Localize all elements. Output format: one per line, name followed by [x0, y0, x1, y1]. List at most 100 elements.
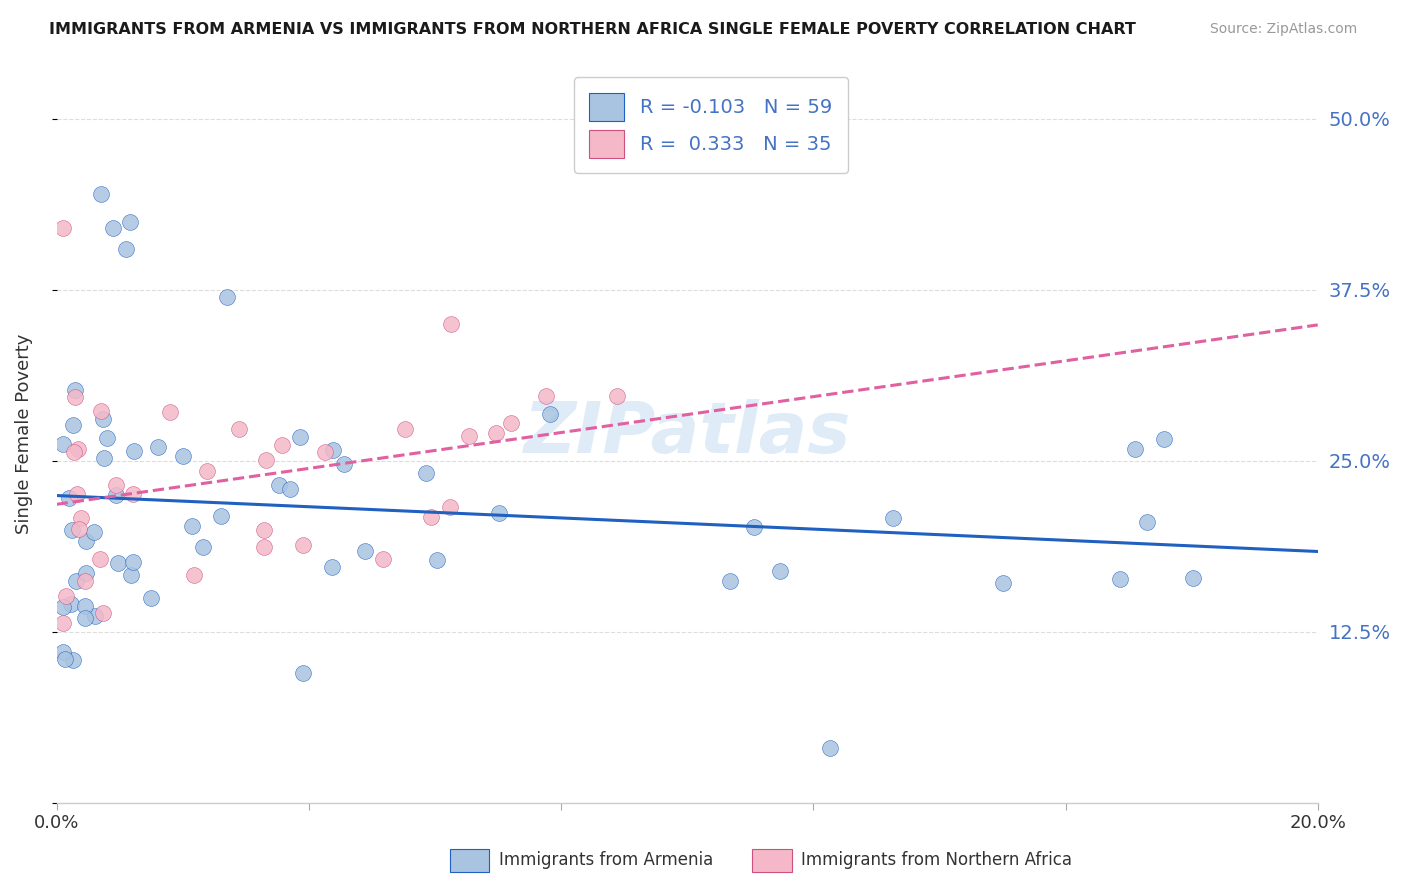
Point	[606, 389, 628, 403]
Point	[159, 405, 181, 419]
Point	[122, 487, 145, 501]
Point	[84, 609, 107, 624]
Point	[538, 407, 561, 421]
Point	[75, 574, 97, 588]
Point	[1136, 515, 1159, 529]
Point	[419, 509, 441, 524]
Point	[322, 443, 344, 458]
Legend: R = -0.103   N = 59, R =  0.333   N = 35: R = -0.103 N = 59, R = 0.333 N = 35	[574, 78, 848, 173]
Point	[290, 430, 312, 444]
Point	[70, 511, 93, 525]
Point	[55, 589, 77, 603]
Point	[321, 560, 343, 574]
Point	[52, 645, 75, 659]
Point	[75, 566, 97, 580]
Point	[63, 444, 86, 458]
Point	[91, 412, 114, 426]
Point	[60, 523, 83, 537]
Point	[882, 511, 904, 525]
Point	[66, 442, 89, 456]
Point	[104, 488, 127, 502]
Point	[53, 652, 76, 666]
Point	[62, 653, 84, 667]
Point	[65, 574, 87, 588]
Point	[252, 523, 274, 537]
Point	[254, 453, 277, 467]
Point	[439, 500, 461, 514]
Point	[96, 431, 118, 445]
Point	[183, 568, 205, 582]
Point	[333, 457, 356, 471]
Point	[67, 522, 90, 536]
Text: IMMIGRANTS FROM ARMENIA VS IMMIGRANTS FROM NORTHERN AFRICA SINGLE FEMALE POVERTY: IMMIGRANTS FROM ARMENIA VS IMMIGRANTS FR…	[49, 22, 1136, 37]
Point	[63, 383, 86, 397]
Point	[1182, 571, 1205, 585]
Point	[58, 491, 80, 505]
Point	[62, 418, 84, 433]
Point	[228, 422, 250, 436]
Point	[215, 289, 238, 303]
Point	[52, 436, 75, 450]
Point	[195, 464, 218, 478]
Point	[52, 221, 75, 235]
Point	[291, 538, 314, 552]
Point	[115, 242, 138, 256]
Point	[440, 317, 463, 331]
Point	[191, 540, 214, 554]
Point	[120, 567, 142, 582]
Point	[122, 555, 145, 569]
Point	[818, 740, 841, 755]
Text: Immigrants from Armenia: Immigrants from Armenia	[499, 851, 713, 869]
Point	[172, 449, 194, 463]
Point	[59, 597, 82, 611]
Point	[90, 404, 112, 418]
Point	[718, 574, 741, 588]
Point	[1153, 432, 1175, 446]
Point	[83, 524, 105, 539]
Point	[270, 438, 292, 452]
Point	[993, 575, 1015, 590]
Point	[91, 606, 114, 620]
Point	[458, 428, 481, 442]
Point	[89, 552, 111, 566]
Point	[52, 600, 75, 615]
Point	[415, 467, 437, 481]
Y-axis label: Single Female Poverty: Single Female Poverty	[15, 333, 32, 533]
Point	[269, 478, 291, 492]
Point	[769, 564, 792, 578]
Point	[104, 478, 127, 492]
Point	[73, 611, 96, 625]
Point	[742, 520, 765, 534]
Point	[66, 486, 89, 500]
Point	[314, 445, 336, 459]
Point	[122, 443, 145, 458]
Point	[63, 390, 86, 404]
Point	[394, 421, 416, 435]
Point	[103, 221, 125, 235]
Point	[146, 440, 169, 454]
Text: ZIPatlas: ZIPatlas	[523, 399, 851, 467]
Point	[120, 215, 142, 229]
Point	[426, 553, 449, 567]
Text: Source: ZipAtlas.com: Source: ZipAtlas.com	[1209, 22, 1357, 37]
Point	[484, 426, 506, 441]
Point	[211, 509, 233, 524]
Point	[488, 506, 510, 520]
Point	[292, 666, 315, 681]
Point	[501, 416, 523, 430]
Point	[73, 599, 96, 613]
Point	[90, 186, 112, 201]
Point	[1123, 442, 1146, 456]
Point	[93, 451, 115, 466]
Text: Immigrants from Northern Africa: Immigrants from Northern Africa	[801, 851, 1073, 869]
Point	[181, 519, 204, 533]
Point	[52, 615, 75, 630]
Point	[1109, 572, 1132, 586]
Point	[107, 556, 129, 570]
Point	[354, 544, 377, 558]
Point	[75, 533, 97, 548]
Point	[536, 389, 558, 403]
Point	[371, 551, 394, 566]
Point	[278, 483, 301, 497]
Point	[252, 540, 274, 554]
